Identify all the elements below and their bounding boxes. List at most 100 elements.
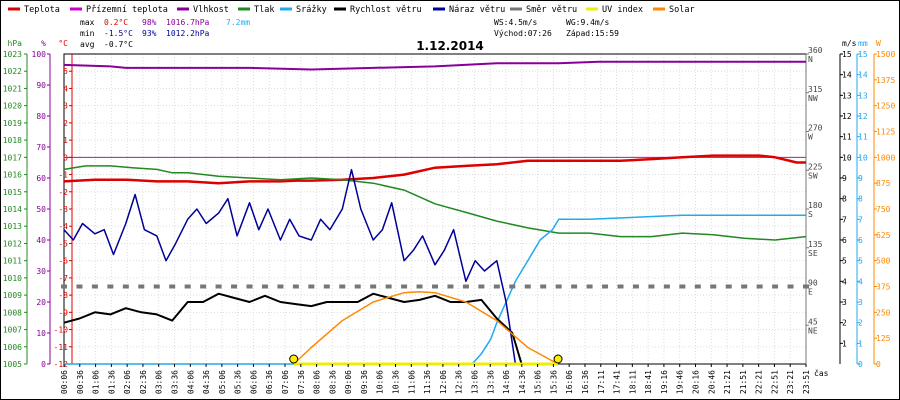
ms-tick-label: 6 xyxy=(842,236,847,245)
wind-direction-mark xyxy=(493,284,500,289)
wm2-tick-label: 1500 xyxy=(876,50,895,59)
mm-tick-label: 14 xyxy=(858,71,868,80)
wind-direction-mark xyxy=(509,284,516,289)
x-tick-label: 11:06 xyxy=(407,370,416,394)
ms-tick-label: 9 xyxy=(842,174,847,183)
wm2-tick-label: 375 xyxy=(876,283,891,292)
x-tick-label: 15:36 xyxy=(549,370,558,394)
celsius-tick-label: -3 xyxy=(58,205,68,214)
stats-max-hum: 98% xyxy=(142,18,157,27)
wind-direction-mark xyxy=(555,284,562,289)
wm2-tick-label: 0 xyxy=(876,360,881,369)
ms-tick-label: 15 xyxy=(842,50,852,59)
direction-tick-dir: S xyxy=(808,210,813,219)
stats-min-label: min xyxy=(80,29,95,38)
hpa-tick-label: 1018 xyxy=(3,136,22,145)
x-tick-label: 13:06 xyxy=(470,370,479,394)
wind-direction-mark xyxy=(138,284,145,289)
x-tick-label: 13:36 xyxy=(486,370,495,394)
hpa-tick-label: 1023 xyxy=(3,50,22,59)
ms-axis-label: m/s xyxy=(842,39,857,48)
sun-marker xyxy=(289,354,299,364)
x-tick-label: 12:36 xyxy=(455,370,464,394)
hpa-tick-label: 1011 xyxy=(3,257,22,266)
celsius-tick-label: -5 xyxy=(58,239,68,248)
wind-direction-mark xyxy=(803,284,809,289)
series-vlhkost xyxy=(63,60,806,71)
x-tick-label: 20:16 xyxy=(691,370,700,394)
direction-tick-dir: W xyxy=(808,133,813,142)
hpa-tick-label: 1006 xyxy=(3,343,22,352)
stats-max-temp: 0.2°C xyxy=(104,18,128,27)
info-sunrise: Východ:07:26 xyxy=(494,29,552,38)
x-tick-label: 01:36 xyxy=(107,370,116,394)
wind-direction-mark xyxy=(200,284,207,289)
ms-tick-label: 2 xyxy=(842,319,847,328)
x-tick-label: 22:51 xyxy=(770,370,779,394)
celsius-tick-label: -2 xyxy=(58,188,68,197)
x-tick-label: 18:41 xyxy=(644,370,653,394)
celsius-tick-label: -7 xyxy=(58,274,68,283)
wind-direction-mark xyxy=(663,284,670,289)
ms-tick-label: 3 xyxy=(842,298,847,307)
hpa-tick-label: 1005 xyxy=(3,360,22,369)
x-tick-label: 21:51 xyxy=(739,370,748,394)
pct-tick-label: 100 xyxy=(32,50,47,59)
ms-tick-label: 13 xyxy=(842,91,852,100)
stats-max-rain: 7.2mm xyxy=(226,18,250,27)
mm-tick-label: 8 xyxy=(858,195,863,204)
axes: hPa1005100610071008100910101011101210131… xyxy=(3,39,896,369)
legend-label: Směr větru xyxy=(526,5,577,15)
x-tick-label: 18:11 xyxy=(628,370,637,394)
x-axis: 00:06 00:36 01:06 01:36 02:06 02:36 03:06 03:36… xyxy=(60,364,829,394)
x-tick-label: 03:36 xyxy=(171,370,180,394)
x-tick-label: 05:06 xyxy=(218,370,227,394)
x-tick-label: 10:06 xyxy=(376,370,385,394)
wm2-tick-label: 875 xyxy=(876,179,891,188)
hpa-tick-label: 1009 xyxy=(3,291,22,300)
x-tick-label: 04:36 xyxy=(202,370,211,394)
x-tick-label: 23:21 xyxy=(786,370,795,394)
x-tick-label: 08:36 xyxy=(328,370,337,394)
wind-direction-mark xyxy=(447,284,454,289)
wind-direction-mark xyxy=(772,284,779,289)
wind-direction-mark xyxy=(277,284,284,289)
stats-avg-temp: -0.7°C xyxy=(104,40,133,49)
x-tick-label: 05:36 xyxy=(234,370,243,394)
celsius-tick-label: 5 xyxy=(63,67,68,76)
wind-direction-mark xyxy=(323,284,330,289)
legend-label: Přízemní teplota xyxy=(86,5,168,15)
x-tick-label: 11:36 xyxy=(423,370,432,394)
chart-title: 1.12.2014 xyxy=(416,39,484,53)
hpa-tick-label: 1019 xyxy=(3,119,22,128)
pct-tick-label: 80 xyxy=(36,112,46,121)
wm2-tick-label: 500 xyxy=(876,257,891,266)
mm-axis-label: mm xyxy=(858,39,868,48)
x-tick-label: 14:36 xyxy=(518,370,527,394)
ms-tick-label: 14 xyxy=(842,71,852,80)
direction-tick-label: 225 xyxy=(808,162,823,171)
celsius-tick-label: -9 xyxy=(58,308,68,317)
celsius-tick-label: -12 xyxy=(54,360,69,369)
series-náraz-větru xyxy=(63,168,517,365)
wind-direction-mark xyxy=(107,284,114,289)
x-tick-label: 16:36 xyxy=(581,370,590,394)
mm-tick-label: 7 xyxy=(858,215,863,224)
x-tick-label: 20:46 xyxy=(707,370,716,394)
mm-tick-label: 13 xyxy=(858,91,868,100)
mm-tick-label: 5 xyxy=(858,257,863,266)
x-tick-label: 00:36 xyxy=(76,370,85,394)
mm-tick-label: 1 xyxy=(858,339,863,348)
wind-direction-mark xyxy=(540,284,547,289)
wind-direction-mark xyxy=(710,284,717,289)
wind-direction-mark xyxy=(741,284,748,289)
x-axis-label: čas xyxy=(814,368,829,378)
hpa-tick-label: 1008 xyxy=(3,308,22,317)
series-srážky xyxy=(64,214,806,365)
celsius-tick-label: 4 xyxy=(63,84,68,93)
x-tick-label: 22:21 xyxy=(755,370,764,394)
hpa-tick-label: 1007 xyxy=(3,326,22,335)
ms-tick-label: 7 xyxy=(842,215,847,224)
hpa-tick-label: 1010 xyxy=(3,274,22,283)
